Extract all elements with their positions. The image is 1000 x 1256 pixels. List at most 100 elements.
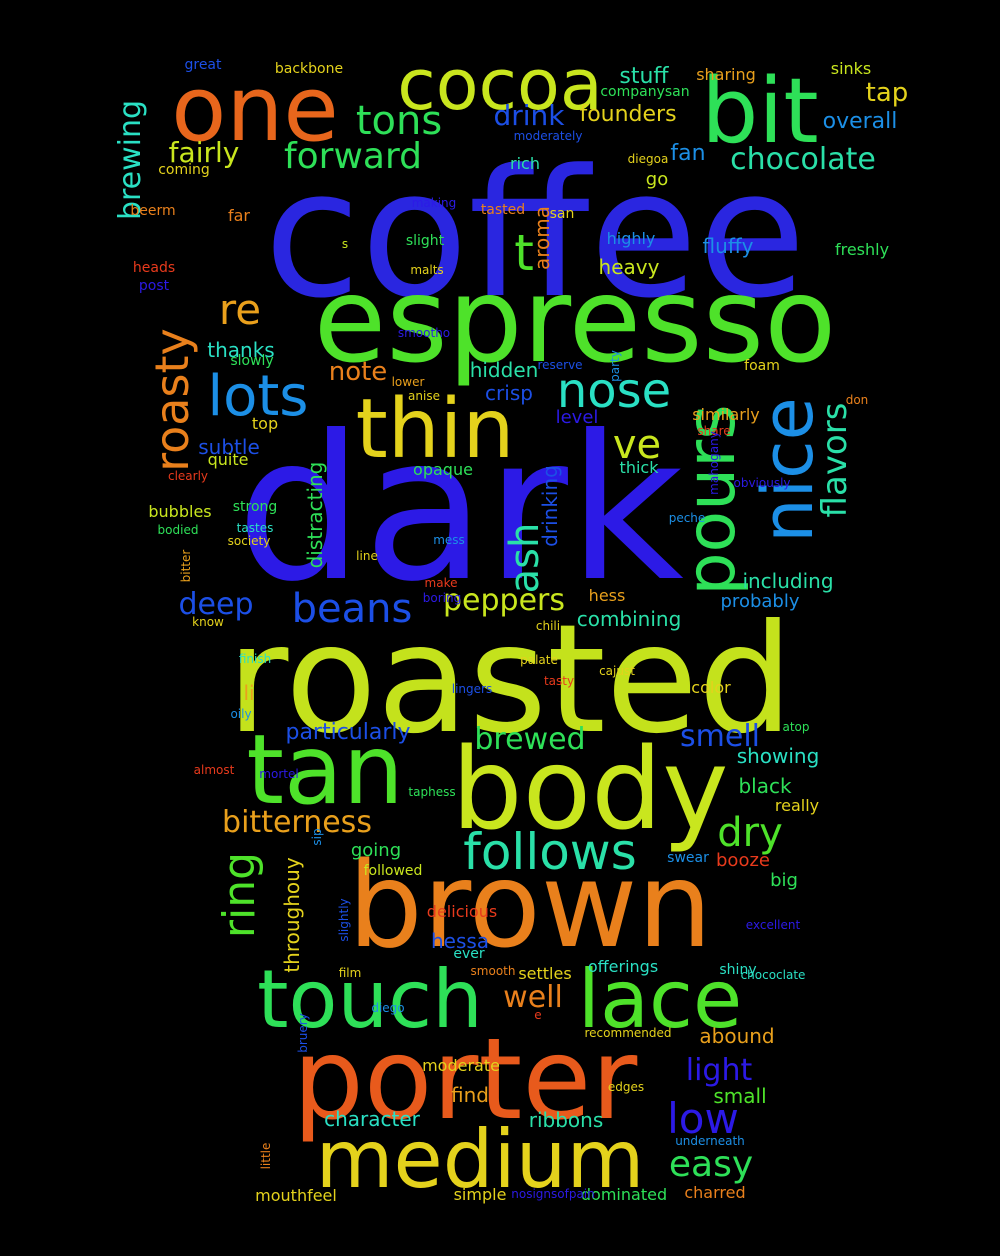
word-reserve: reserve (537, 358, 583, 372)
word-opaque: opaque (413, 460, 473, 479)
word-lower: lower (391, 375, 425, 389)
word-slight: slight (405, 233, 445, 249)
word-character: character (324, 1107, 420, 1131)
word-subtle: subtle (198, 435, 260, 459)
word-deep: deep (178, 587, 254, 622)
word-tastes: tastes (236, 521, 274, 535)
word-re: re (218, 285, 262, 334)
word-don: don (845, 393, 869, 407)
word-swear: swear (667, 850, 709, 866)
word-palate: palate (520, 653, 558, 667)
word-showing: showing (736, 744, 820, 768)
word-mortel: mortel (259, 767, 299, 781)
word-slightly: slightly (337, 898, 351, 942)
word-strong: strong (232, 499, 278, 515)
word-hidden: hidden (469, 358, 539, 382)
word-cocoa: cocoa (397, 44, 603, 126)
word-followed: followed (363, 863, 423, 879)
word-thick: thick (619, 458, 659, 477)
word-diegoa: diegoa (627, 152, 669, 166)
word-thanks: thanks (207, 338, 275, 362)
word-nose: nose (556, 363, 672, 419)
word-finish: finish (238, 652, 272, 666)
word-low: low (667, 1094, 739, 1143)
word-far: far (227, 206, 251, 225)
word-clearly: clearly (167, 469, 209, 483)
word-smooth: smooth (470, 964, 516, 978)
word-crisp: crisp (485, 381, 533, 405)
word-freshly: freshly (834, 240, 890, 259)
word-including: including (742, 569, 834, 593)
word-founders: founders (579, 102, 677, 127)
word-overall: overall (822, 109, 898, 134)
word-know: know (192, 615, 224, 629)
word-great: great (184, 57, 222, 73)
word-edges: edges (607, 1080, 645, 1094)
word-settles: settles (518, 964, 572, 983)
word-bodied: bodied (157, 523, 199, 537)
word-similarly: similarly (692, 405, 760, 424)
word-quite: quite (207, 450, 249, 469)
word-ring: ring (214, 851, 265, 939)
word-moderately: moderately (513, 129, 583, 143)
word-fan: fan (670, 141, 706, 166)
word-society: society (227, 534, 271, 548)
word-bit: bit (701, 59, 819, 164)
word-find: find (451, 1083, 489, 1107)
word-ever: ever (453, 946, 485, 962)
word-heavy: heavy (598, 255, 660, 279)
word-follows: follows (463, 823, 637, 881)
word-beans: beans (291, 586, 413, 632)
word-tasty: tasty (543, 674, 575, 688)
word-highly: highly (606, 229, 656, 248)
word-bubbles: bubbles (148, 502, 212, 521)
word-tasted: tasted (480, 202, 526, 218)
word-slowly: slowly (230, 353, 274, 369)
word-big: big (770, 870, 798, 891)
word-small: small (713, 1084, 767, 1108)
word-easy: easy (668, 1144, 754, 1185)
word-brown: brown (347, 836, 713, 974)
word-stuff: stuff (619, 64, 669, 89)
word-obviously: obviously (733, 476, 791, 490)
word-underneath: underneath (675, 1134, 745, 1148)
word-charred: charred (684, 1183, 746, 1202)
word-recommended: recommended (584, 1026, 672, 1040)
word-level: level (555, 407, 599, 428)
word-drinking: drinking (538, 465, 562, 547)
word-excellent: excellent (745, 918, 801, 932)
word-share: share (697, 424, 731, 438)
word-boring: boring (422, 591, 462, 605)
word-malts: malts (410, 263, 444, 277)
word-lingers: lingers (451, 682, 493, 696)
word-foam: foam (744, 358, 780, 374)
word-mouthfeel: mouthfeel (255, 1186, 337, 1205)
word-combining: combining (576, 607, 682, 631)
word-distracting: distracting (303, 461, 327, 569)
word-medium: medium (315, 1113, 645, 1206)
word-making: making (411, 196, 457, 210)
word-go: go (645, 169, 669, 190)
word-bitterness: bitterness (222, 805, 372, 840)
word-make: make (424, 576, 458, 590)
word-little: little (259, 1142, 273, 1170)
word-heads: heads (132, 260, 176, 276)
word-booze: booze (716, 850, 770, 871)
word-probably: probably (720, 591, 800, 612)
word-beerm: beerm (130, 203, 176, 219)
word-particularly: particularly (285, 720, 411, 745)
word-tons: tons (355, 98, 443, 144)
word-offerings: offerings (587, 957, 659, 976)
word-line: line (356, 549, 378, 563)
word-t: t (514, 224, 534, 282)
word-mahogany: mahogany (707, 431, 721, 495)
word-atop: atop (782, 720, 810, 734)
word-peppers: peppers (442, 583, 566, 618)
word-hess: hess (588, 586, 626, 605)
word-smell: smell (680, 719, 760, 754)
word-note: note (328, 357, 388, 387)
word-dark: dark (236, 393, 684, 626)
word-top: top (251, 414, 279, 433)
word-e: e (534, 1008, 542, 1022)
word-moderate: moderate (422, 1056, 500, 1075)
